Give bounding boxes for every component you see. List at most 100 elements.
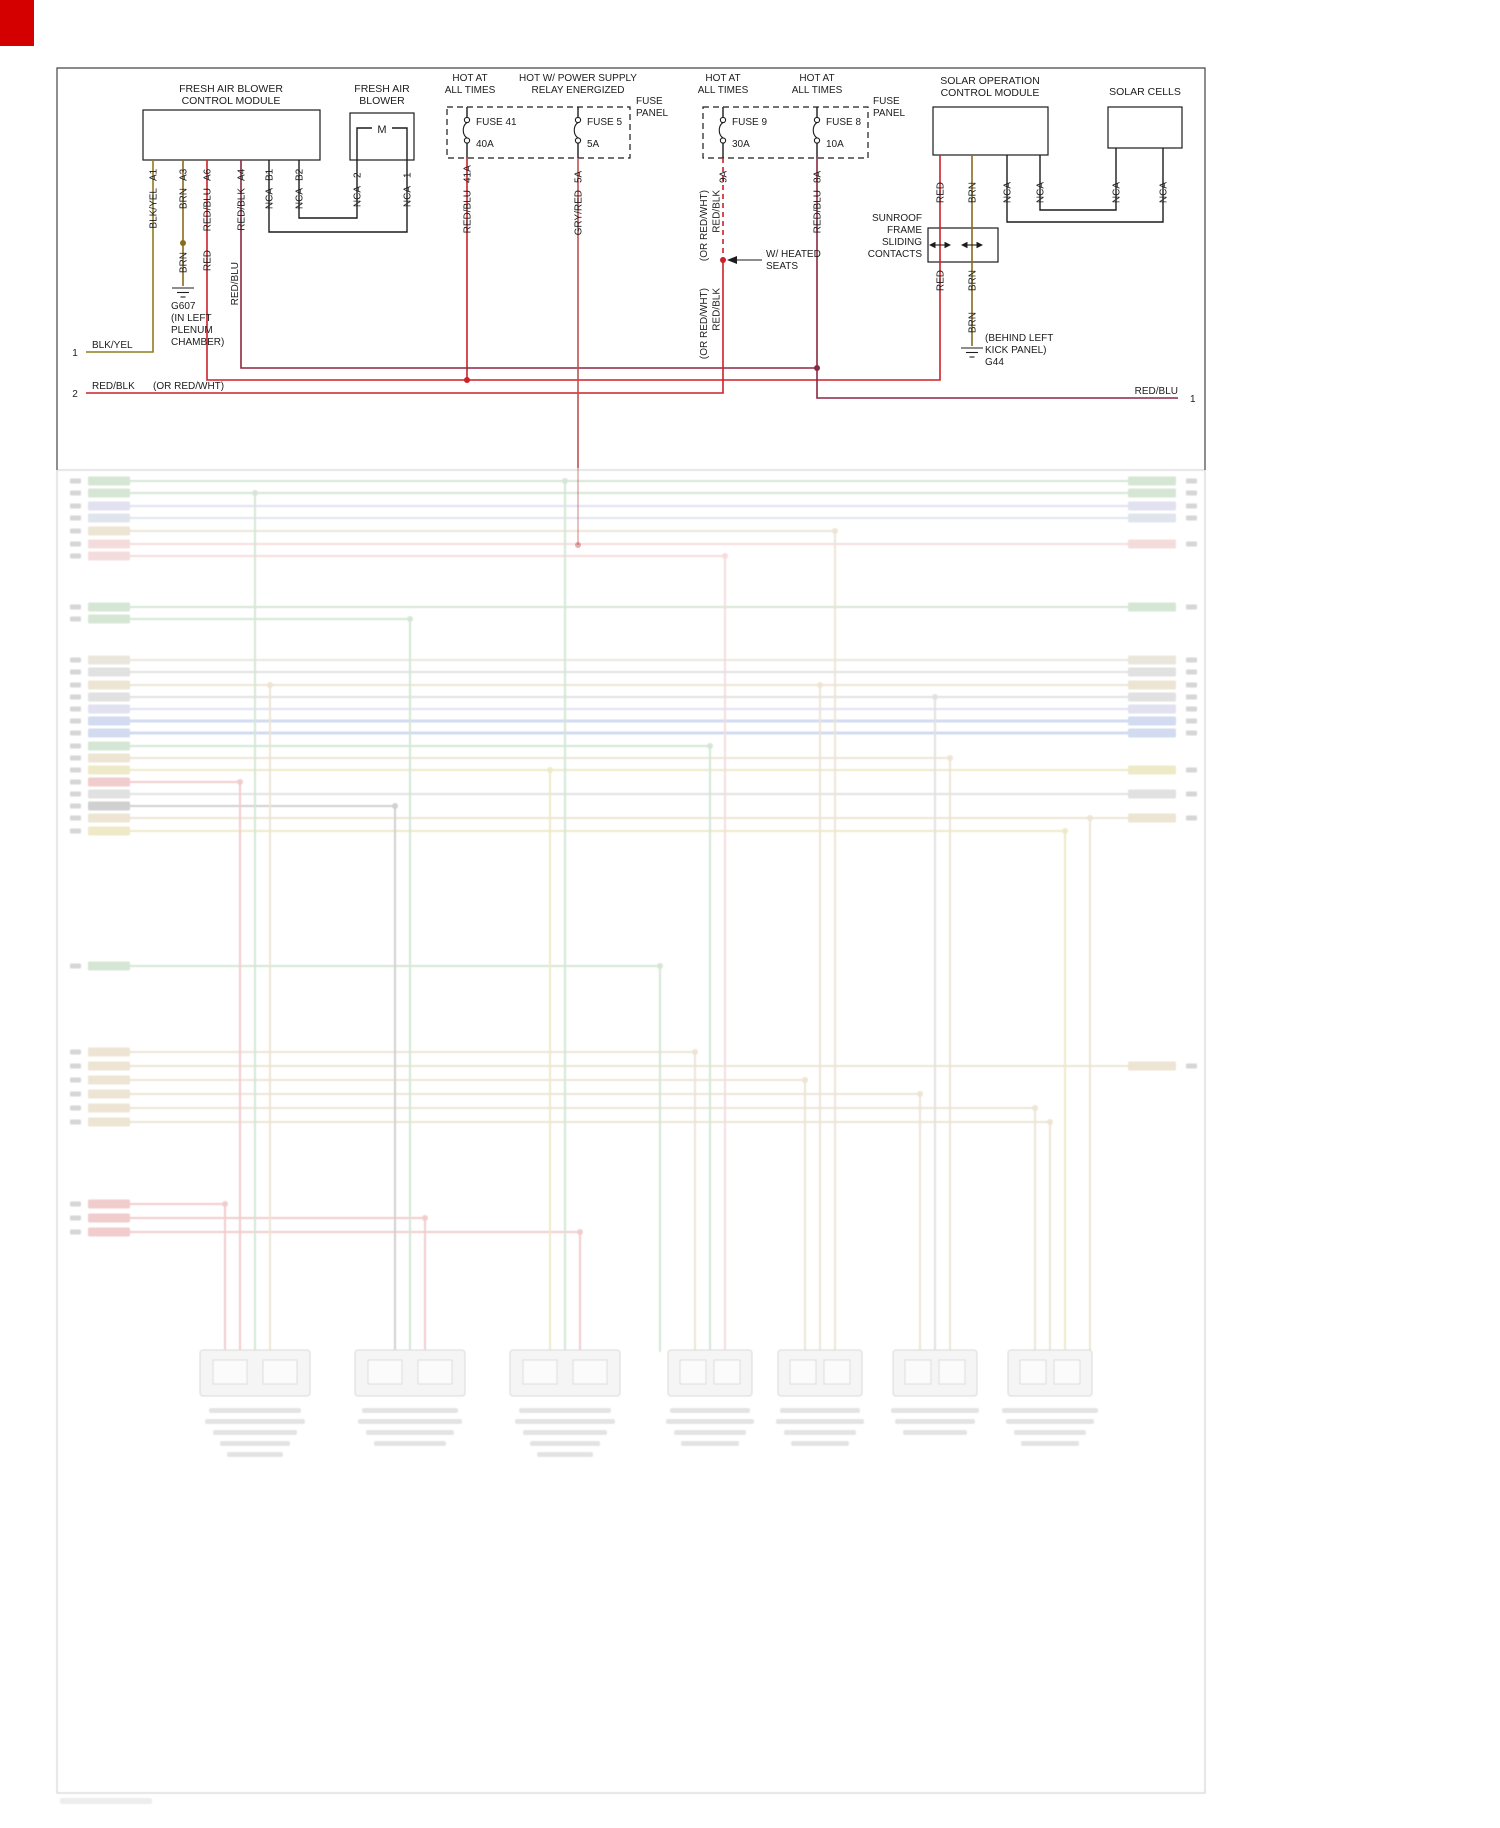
faded-wire-network [60, 476, 1197, 1804]
faded-label-line [670, 1408, 750, 1413]
faded-junction [392, 803, 398, 809]
fuse8-terminal [813, 137, 821, 144]
faded-right-connector-stub [1128, 765, 1176, 775]
ground-location: (IN LEFT [171, 313, 212, 324]
faded-label-line [220, 1441, 290, 1446]
faded-right-connector-stub [1128, 476, 1176, 486]
arrow-head-icon [944, 241, 951, 249]
faded-junction [1032, 1105, 1038, 1111]
faded-lower-diagram [56, 469, 1206, 1804]
edge-wire-label: BLK/YEL [92, 340, 133, 351]
faded-circuit-number [70, 515, 81, 521]
faded-connector-cavity [1019, 1359, 1047, 1385]
faded-circuit-number [70, 706, 81, 712]
faded-right-connector-stub [1128, 602, 1176, 612]
faded-junction [932, 694, 938, 700]
faded-circuit-number [70, 669, 81, 675]
ground-g44: (BEHIND LEFT KICK PANEL) G44 [961, 333, 1053, 368]
faded-connector-body [892, 1349, 978, 1397]
faded-left-connector-stub [88, 1117, 130, 1127]
fuse-pin: 8A [813, 170, 824, 183]
hot-at-label: ALL TIMES [445, 85, 496, 96]
faded-circuit-number [1186, 791, 1197, 797]
faded-circuit-number [1186, 515, 1197, 521]
ground-location: KICK PANEL) [985, 345, 1047, 356]
wire-label: BRN [968, 270, 979, 291]
faded-junction [947, 755, 953, 761]
faded-junction [562, 478, 568, 484]
faded-label-line [523, 1430, 607, 1435]
facm-pin: B1 [265, 168, 276, 181]
fuse8-rating: 10A [826, 139, 844, 150]
faded-left-connector-stub [88, 741, 130, 751]
faded-left-connector-stub [88, 614, 130, 624]
faded-left-connector-stub [88, 1199, 130, 1209]
faded-connector-cavity [713, 1359, 741, 1385]
fresh-air-blower-control-module: FRESH AIR BLOWER CONTROL MODULE [142, 83, 321, 161]
faded-circuit-number [70, 963, 81, 969]
arrow-head-icon [727, 256, 737, 264]
faded-circuit-number [70, 828, 81, 834]
faded-junction [1047, 1119, 1053, 1125]
faded-connector-cavity [1053, 1359, 1081, 1385]
fab-title: FRESH AIR [354, 83, 410, 95]
sunroof-label: FRAME [887, 225, 922, 236]
edge-wire-label: (OR RED/WHT) [153, 381, 224, 392]
faded-right-connector-stub [1128, 789, 1176, 799]
hot-at-label: HOT AT [452, 73, 487, 84]
faded-label-line [213, 1430, 297, 1435]
faded-connector-body [354, 1349, 466, 1397]
faded-border [56, 469, 1206, 1794]
faded-circuit-number [70, 503, 81, 509]
faded-connector-cavity [572, 1359, 608, 1385]
faded-connector-body [199, 1349, 311, 1397]
fuse8-name: FUSE 8 [826, 117, 861, 128]
faded-circuit-number [70, 553, 81, 559]
faded-junction [422, 1215, 428, 1221]
wire-label: NCA [1112, 182, 1123, 203]
fuse5-rating: 5A [587, 139, 600, 150]
faded-junction [407, 616, 413, 622]
facm-title: FRESH AIR BLOWER [179, 83, 283, 95]
faded-circuit-number [1186, 478, 1197, 484]
faded-left-connector-stub [88, 765, 130, 775]
faded-left-connector-stub [88, 716, 130, 726]
faded-circuit-number [70, 755, 81, 761]
wire-nca-blower-outer [268, 160, 408, 233]
junction-dot [814, 365, 820, 371]
wire-label: NCA [1036, 182, 1047, 203]
arrow-head-icon [929, 241, 936, 249]
faded-circuit-number [1186, 1063, 1197, 1069]
edge-circuit-number: 1 [72, 348, 78, 359]
faded-circuit-number [70, 528, 81, 534]
faded-circuit-number [1186, 669, 1197, 675]
faded-connector-cavity [367, 1359, 403, 1385]
heated-seats-label: SEATS [766, 261, 798, 272]
edge-circuit-number: 1 [1190, 394, 1196, 405]
motor-lead-left [356, 127, 372, 160]
faded-connector-cavity [212, 1359, 248, 1385]
faded-label-line [791, 1441, 849, 1446]
ground-location: CHAMBER) [171, 337, 224, 348]
faded-connector-cavity [417, 1359, 453, 1385]
faded-label-line [681, 1441, 739, 1446]
faded-label-line [530, 1441, 600, 1446]
arrow-head-icon [976, 241, 983, 249]
facm-pin: A1 [149, 168, 160, 181]
faded-connector-cavity [262, 1359, 298, 1385]
fuse5-terminal [574, 116, 582, 124]
faded-left-connector-stub [88, 1047, 130, 1057]
wire-labels: BLK/YEL BRN RED/BLU RED/BLK NCA NCA NCA … [149, 182, 1170, 359]
faded-connector-body [509, 1349, 621, 1397]
faded-circuit-number [70, 1063, 81, 1069]
faded-circuit-number [1186, 682, 1197, 688]
faded-right-connector-stub [1128, 728, 1176, 738]
faded-left-connector-stub [88, 488, 130, 498]
wire-label: RED/BLU [813, 190, 824, 233]
heated-seats-tap: W/ HEATED SEATS [727, 249, 821, 272]
faded-circuit-number [70, 1201, 81, 1207]
wire-nca-solar-outer [1006, 148, 1164, 223]
faded-circuit-number [70, 694, 81, 700]
fuse-pin: 41A [463, 165, 474, 183]
